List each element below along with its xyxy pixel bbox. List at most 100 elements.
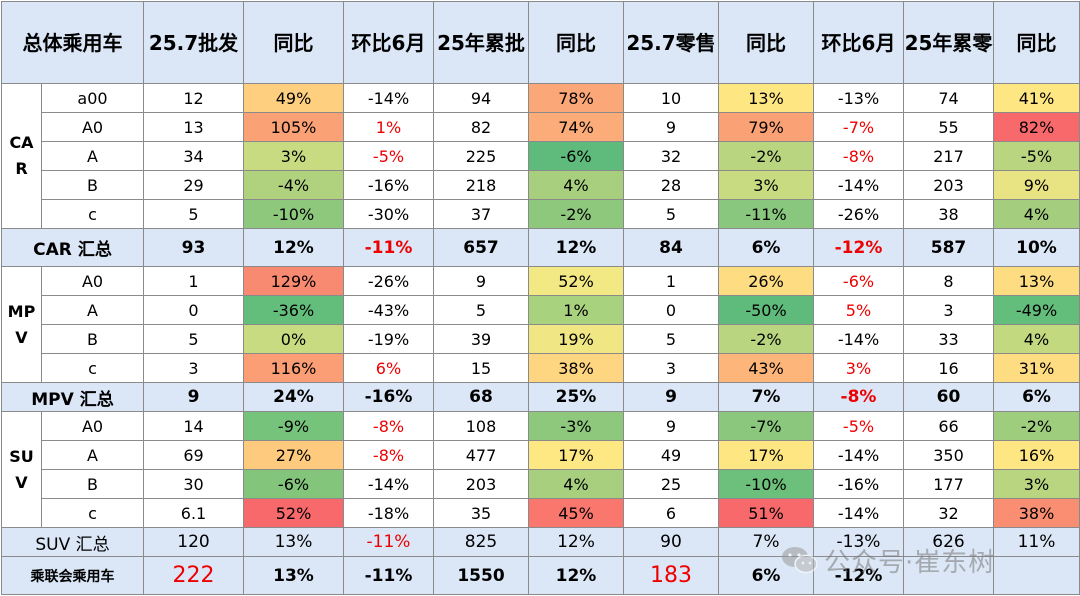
summary-cell: 587 — [903, 228, 994, 267]
data-cell: -11% — [718, 199, 814, 229]
summary-cell: -13% — [813, 527, 904, 557]
header-cell: 环比6月 — [343, 1, 434, 84]
summary-cell: 13% — [243, 556, 344, 595]
data-cell: -13% — [813, 83, 904, 113]
table-row: A 69 27% -8% 477 17% 49 17% -14% 350 16% — [2, 440, 1080, 470]
data-cell: -6% — [813, 266, 904, 296]
summary-cell: 1550 — [433, 556, 529, 595]
table-row: MP V A0 1 129% -26% 9 52% 1 26% -6% 8 13% — [1, 266, 1080, 383]
summary-row: CAR 汇总 93 12% -11% 657 12% 84 6% -12% 587 10% — [1, 228, 1080, 267]
segment-cell: A0 — [41, 411, 144, 441]
data-cell: -14% — [813, 324, 904, 354]
summary-cell — [993, 556, 1080, 595]
data-cell: 35 — [433, 498, 529, 528]
data-cell: 79% — [718, 112, 814, 142]
data-cell: -2% — [718, 324, 814, 354]
data-cell: -7% — [718, 411, 814, 441]
summary-label: CAR 汇总 — [1, 228, 144, 267]
data-cell: 17% — [718, 440, 814, 470]
data-cell: 32 — [623, 141, 719, 171]
data-cell: 49% — [243, 83, 344, 113]
header-cell: 25年累零 — [903, 1, 994, 84]
data-cell: 82 — [433, 112, 529, 142]
segment-cell: B — [41, 170, 144, 200]
segment-cell: B — [41, 324, 144, 354]
segment-cell: A0 — [41, 112, 144, 142]
data-cell: -10% — [718, 469, 814, 499]
data-cell: -14% — [813, 170, 904, 200]
data-cell: 225 — [433, 141, 529, 171]
summary-cell: 24% — [243, 382, 344, 412]
data-cell: 5% — [813, 295, 904, 325]
summary-cell: 9 — [143, 382, 244, 412]
segment-cell: c — [41, 353, 144, 383]
summary-cell: 120 — [143, 527, 244, 557]
data-cell: 16% — [993, 440, 1080, 470]
table-row: c 5 -10% -30% 37 -2% 5 -11% -26% 38 4% — [2, 199, 1080, 229]
summary-cell: 6% — [718, 228, 814, 267]
data-cell: 39 — [433, 324, 529, 354]
segment-cell: c — [41, 498, 144, 528]
data-cell: -18% — [343, 498, 434, 528]
data-cell: -14% — [343, 83, 434, 113]
summary-cell: 6% — [718, 556, 814, 595]
segment-cell: A0 — [41, 266, 144, 296]
data-cell: 45% — [528, 498, 624, 528]
group-label: MP V — [1, 266, 42, 383]
data-cell: 6.1 — [143, 498, 244, 528]
header-cell: 同比 — [528, 1, 624, 84]
data-cell: 218 — [433, 170, 529, 200]
data-cell: 32 — [903, 498, 994, 528]
summary-cell: 183 — [623, 556, 719, 595]
data-cell: -14% — [813, 498, 904, 528]
table-row: c 3 116% 6% 15 38% 3 43% 3% 16 31% — [2, 353, 1080, 383]
segment-cell: A — [41, 440, 144, 470]
data-cell: 5 — [623, 199, 719, 229]
data-cell: 5 — [143, 324, 244, 354]
summary-cell: 90 — [623, 527, 719, 557]
data-cell: 28 — [623, 170, 719, 200]
summary-cell: 68 — [433, 382, 529, 412]
data-cell: 55 — [903, 112, 994, 142]
data-cell: 1% — [528, 295, 624, 325]
data-cell: -8% — [343, 411, 434, 441]
data-cell: -10% — [243, 199, 344, 229]
summary-row: MPV 汇总 9 24% -16% 68 25% 9 7% -8% 60 6% — [1, 382, 1080, 412]
data-cell: 3 — [623, 353, 719, 383]
data-cell: 38 — [903, 199, 994, 229]
data-cell: 43% — [718, 353, 814, 383]
data-cell: -14% — [813, 440, 904, 470]
summary-cell: 25% — [528, 382, 624, 412]
header-cell: 25.7零售 — [623, 1, 719, 84]
summary-label: MPV 汇总 — [1, 382, 144, 412]
data-cell: 3% — [813, 353, 904, 383]
segment-cell: A — [41, 295, 144, 325]
data-cell: 30 — [143, 469, 244, 499]
summary-cell: 825 — [433, 527, 529, 557]
data-cell: 52% — [528, 266, 624, 296]
data-cell: -43% — [343, 295, 434, 325]
data-cell: -6% — [243, 469, 344, 499]
table-row: A0 13 105% 1% 82 74% 9 79% -7% 55 82% — [2, 112, 1080, 142]
summary-cell: 10% — [993, 228, 1080, 267]
summary-cell: 7% — [718, 382, 814, 412]
data-cell: 116% — [243, 353, 344, 383]
data-cell: 4% — [993, 324, 1080, 354]
segment-cell: a00 — [41, 83, 144, 113]
summary-cell: 11% — [993, 527, 1080, 557]
data-cell: 49 — [623, 440, 719, 470]
data-cell: 350 — [903, 440, 994, 470]
data-cell: 74% — [528, 112, 624, 142]
data-cell: 52% — [243, 498, 344, 528]
summary-label: 乘联会乘用车 — [1, 556, 144, 595]
data-cell: 3% — [243, 141, 344, 171]
summary-cell — [903, 556, 994, 595]
data-cell: 0% — [243, 324, 344, 354]
table-row: SU V A0 14 -9% -8% 108 -3% 9 -7% -5% 66 -2% — [1, 411, 1080, 528]
header-cell: 总体乘用车 — [1, 1, 144, 84]
data-cell: 217 — [903, 141, 994, 171]
data-cell: 10 — [623, 83, 719, 113]
data-cell: 3% — [993, 469, 1080, 499]
summary-label: SUV 汇总 — [1, 527, 144, 557]
